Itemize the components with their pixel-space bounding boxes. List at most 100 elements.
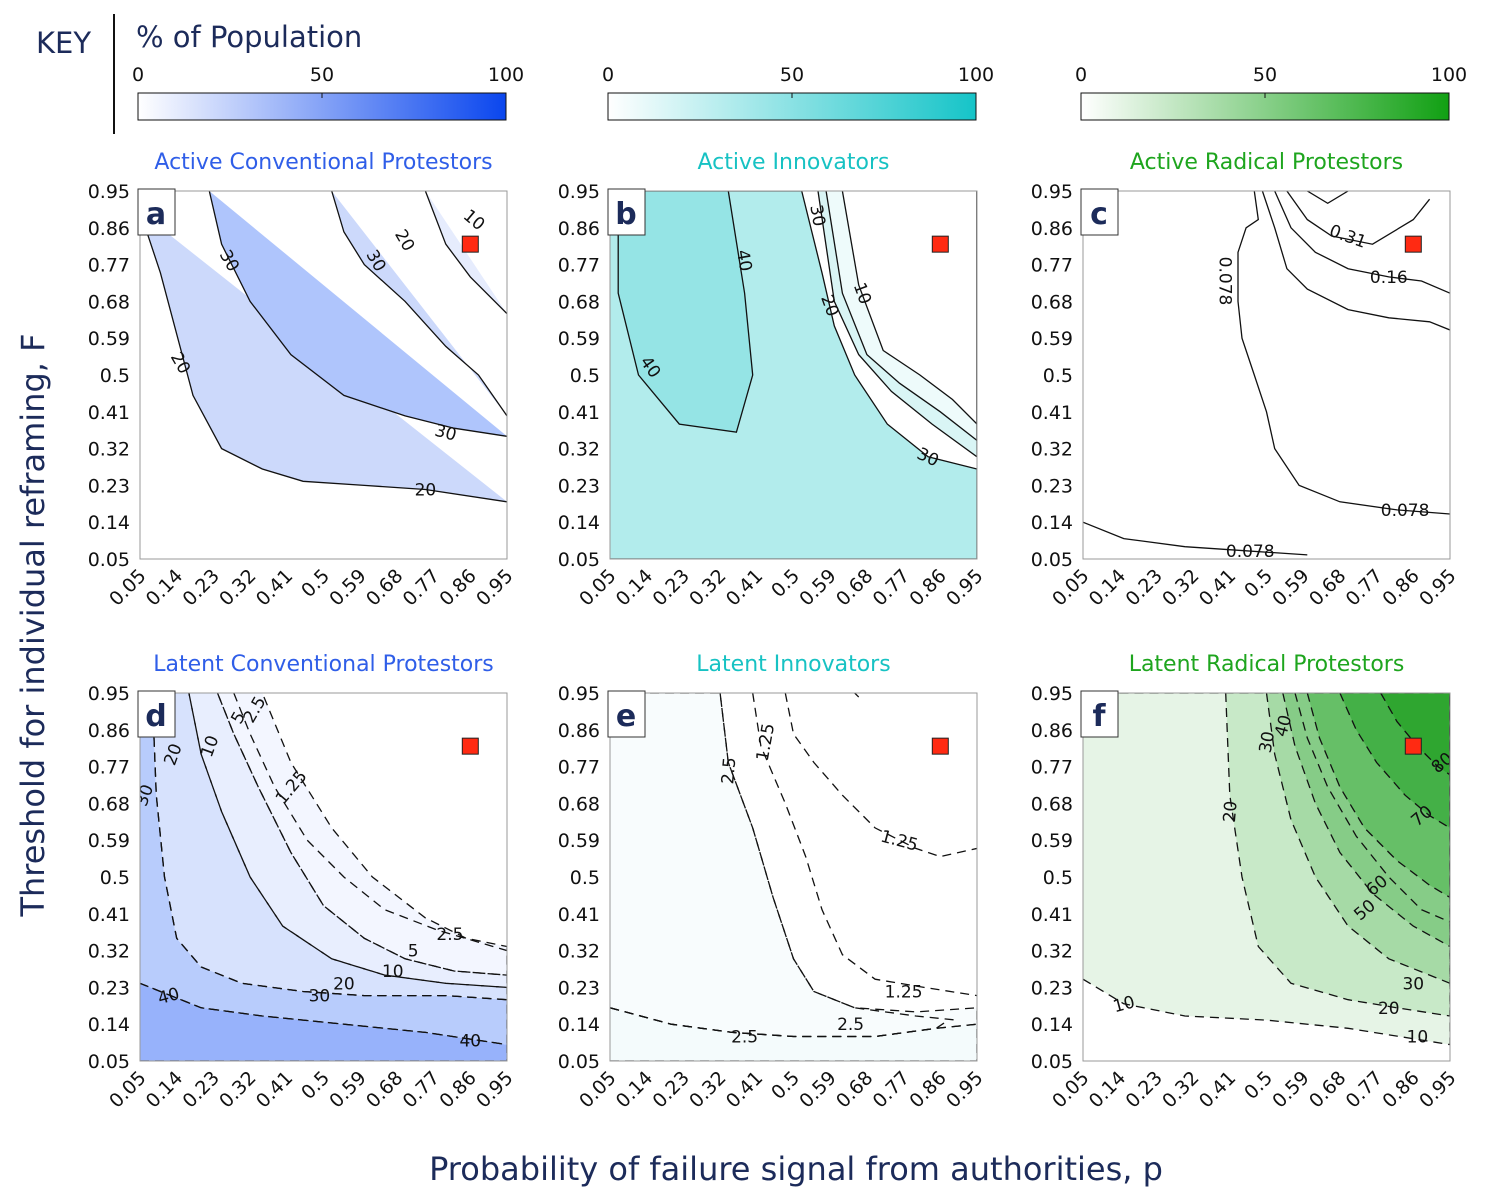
x-tick-label: 0.77 — [399, 565, 444, 610]
contour-label: 2.5 — [718, 756, 740, 785]
panel-letter: c — [1090, 197, 1108, 232]
y-tick-label: 0.95 — [1031, 683, 1073, 705]
y-tick-label: 0.14 — [558, 512, 600, 534]
y-tick-label: 0.5 — [570, 867, 600, 889]
x-tick-label: 0.05 — [575, 1067, 620, 1112]
x-axis-label: Probability of failure signal from autho… — [429, 1150, 1163, 1188]
panel-letter-box — [607, 690, 646, 738]
contour-line — [1274, 191, 1450, 294]
contour-line — [617, 191, 754, 433]
contour-region-5 — [217, 693, 507, 976]
contour-label-text: 30 — [309, 987, 331, 1007]
contour-region-20 — [152, 693, 507, 1000]
y-tick-label: 0.05 — [558, 1051, 600, 1073]
contour-line — [208, 191, 507, 437]
contour-line — [719, 693, 957, 1021]
contour-label: 20 — [1220, 800, 1242, 823]
panel-letter: f — [1092, 699, 1106, 734]
x-tick-label: 0.41 — [252, 1067, 297, 1112]
x-tick-label: 0.05 — [1048, 565, 1093, 610]
contour-label-text: 0.16 — [1370, 268, 1408, 288]
colorbar-tick-label: 100 — [958, 64, 994, 86]
x-tick-label: 0.23 — [648, 1067, 693, 1112]
contour-line — [1339, 693, 1450, 829]
panel-title: Active Conventional Protestors — [154, 150, 492, 175]
contour-label: 30 — [805, 203, 828, 228]
x-tick-label: 0.32 — [685, 565, 730, 610]
y-tick-label: 0.59 — [88, 328, 130, 350]
x-tick-label: 0.32 — [1158, 565, 1203, 610]
contour-region-40 — [140, 983, 507, 1061]
contour-region-40 — [618, 191, 753, 433]
contour-line — [817, 191, 977, 458]
x-tick-label: 0.41 — [722, 1067, 767, 1112]
y-tick-label: 0.41 — [558, 402, 600, 424]
contour-label: 30 — [1256, 730, 1279, 755]
contour-label: 10 — [1407, 1028, 1429, 1048]
y-tick-label: 0.14 — [1031, 512, 1073, 534]
contour-line — [1286, 191, 1431, 245]
contour-line — [610, 1007, 949, 1038]
y-tick-label: 0.86 — [88, 218, 130, 240]
x-tick-label: 0.95 — [472, 1067, 517, 1112]
y-tick-label: 0.86 — [558, 720, 600, 742]
x-tick-label: 0.68 — [832, 1067, 877, 1112]
y-tick-label: 0.23 — [88, 475, 130, 497]
y-tick-label: 0.95 — [1031, 181, 1073, 203]
y-tick-label: 0.05 — [88, 549, 130, 571]
y-tick-label: 0.5 — [1043, 867, 1073, 889]
y-tick-label: 0.77 — [1031, 255, 1073, 277]
panel-e: 2.52.52.51.251.251.250.050.050.140.140.2… — [558, 652, 988, 1112]
y-tick-label: 0.59 — [558, 328, 600, 350]
key-title: % of Population — [136, 20, 362, 54]
y-tick-label: 0.32 — [1031, 941, 1073, 963]
contour-line — [424, 191, 507, 315]
y-tick-label: 0.14 — [88, 512, 130, 534]
contour-line — [233, 693, 507, 952]
y-tick-label: 0.5 — [570, 365, 600, 387]
panel-frame — [1082, 692, 1451, 1062]
contour-label-text: 20 — [415, 481, 437, 501]
panel-letter-box — [1080, 690, 1119, 738]
panel-title: Latent Radical Protestors — [1129, 652, 1405, 677]
x-tick-label: 0.05 — [105, 565, 150, 610]
y-tick-label: 0.95 — [558, 683, 600, 705]
x-tick-label: 0.77 — [869, 565, 914, 610]
y-tick-label: 0.77 — [558, 757, 600, 779]
contour-line — [854, 693, 860, 698]
x-tick-label: 0.86 — [1378, 565, 1423, 610]
x-tick-label: 0.23 — [1121, 1067, 1166, 1112]
colorbars: 0 50 100 0 50 100 0 50 100 — [132, 64, 1467, 121]
panel-title: Latent Innovators — [696, 652, 890, 677]
y-tick-label: 0.05 — [1031, 549, 1073, 571]
y-tick-label: 0.68 — [558, 793, 600, 815]
x-tick-label: 0.14 — [1085, 1067, 1130, 1112]
x-tick-label: 0.14 — [142, 1067, 187, 1112]
contour-label: 20 — [1378, 999, 1400, 1019]
contour-line — [825, 191, 977, 442]
y-tick-label: 0.68 — [558, 291, 600, 313]
panel-letter-box — [607, 188, 646, 236]
contour-label-text: 30 — [1402, 974, 1424, 994]
contour-label: 10 — [382, 962, 404, 982]
contour-label-text: 1.25 — [885, 983, 923, 1003]
contour-region-30 — [140, 693, 507, 1045]
panel-f: 10102020303040506070800.050.050.140.140.… — [1031, 652, 1461, 1112]
x-tick-label: 0.05 — [105, 1067, 150, 1112]
panels: 203030203020100.050.050.140.140.230.230.… — [88, 150, 1461, 1112]
contour-label-text: 40 — [732, 248, 755, 273]
x-tick-label: 0.86 — [905, 1067, 950, 1112]
contour-label: 30 — [1402, 974, 1424, 994]
contour-label-text: 5 — [408, 942, 419, 962]
colorbar-tick-label: 50 — [1253, 64, 1277, 86]
contour-line — [1261, 191, 1450, 331]
panel-letter-box — [1080, 188, 1119, 236]
x-tick-label: 0.77 — [399, 1067, 444, 1112]
x-tick-label: 0.77 — [869, 1067, 914, 1112]
contour-line — [216, 693, 507, 976]
y-tick-label: 0.95 — [558, 181, 600, 203]
